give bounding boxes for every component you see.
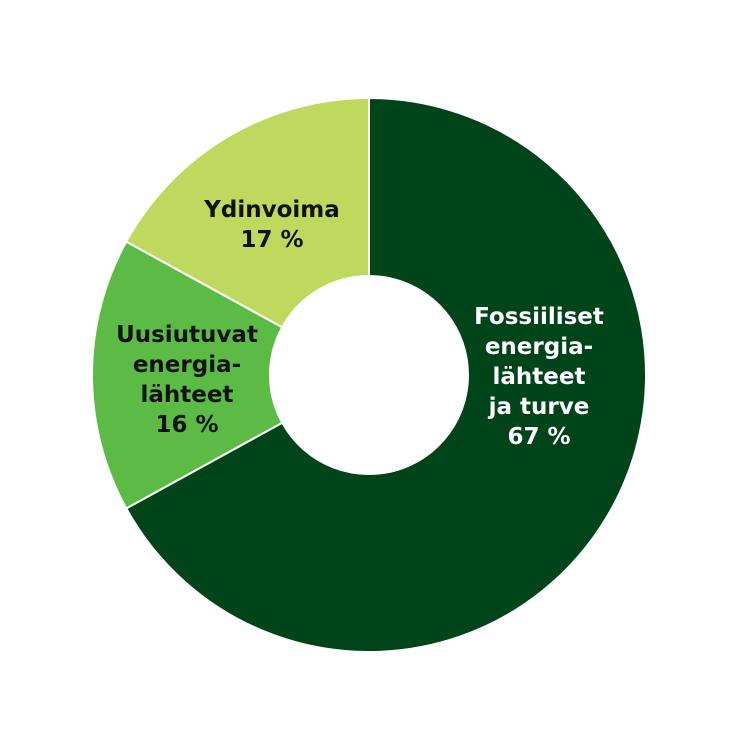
slice-name-label: Uusiutuvat — [116, 322, 258, 348]
slice-value-label: 16 % — [155, 412, 218, 438]
slice-name-label: lähteet — [493, 364, 586, 390]
slice-name-label: energia- — [485, 334, 593, 360]
slice-name-label: Ydinvoima — [203, 197, 340, 223]
slice-name-label: ja turve — [488, 394, 590, 420]
donut-slice-0 — [124, 96, 647, 653]
slice-label-2: Ydinvoima 17 % — [203, 197, 340, 253]
slice-value-label: 17 % — [240, 227, 303, 253]
slice-name-label: lähteet — [141, 382, 234, 408]
slice-label-0: Fossiiliset energia-lähteet ja turve 67 % — [474, 304, 604, 450]
slice-name-label: Fossiiliset — [474, 304, 604, 330]
donut-slice-1 — [91, 240, 284, 510]
slice-value-label: 67 % — [507, 424, 570, 450]
slice-name-label: energia- — [133, 352, 241, 378]
donut-slice-2 — [124, 96, 370, 329]
slice-label-1: Uusiutuvat energia-lähteet 16 % — [116, 322, 258, 438]
